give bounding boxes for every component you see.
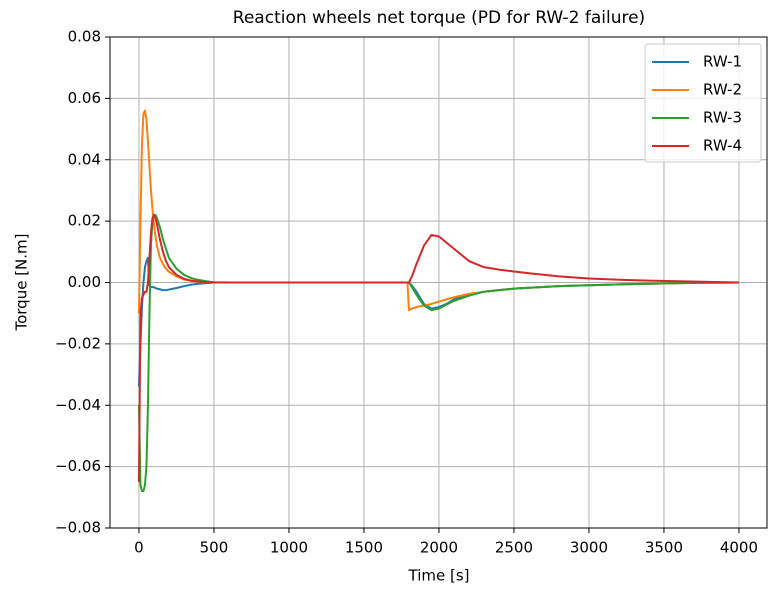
plot-frame [109,36,768,529]
x-tick-label: 2000 [420,539,458,557]
y-tick-label: −0.02 [55,334,101,352]
legend-label: RW-4 [703,137,742,155]
legend-label: RW-3 [703,109,742,127]
legend-label: RW-2 [703,81,742,99]
y-tick-label: 0.00 [68,273,101,291]
x-tick-label: 0 [134,539,144,557]
x-tick-label: 500 [200,539,229,557]
y-tick-label: −0.08 [55,519,101,537]
y-tick-label: 0.08 [68,28,101,46]
legend-label: RW-1 [703,53,742,71]
y-axis-label: Torque [N.m] [13,233,31,331]
x-tick-label: 3000 [570,539,608,557]
y-tick-label: 0.02 [68,212,101,230]
y-tick-label: 0.04 [68,150,101,168]
x-tick-label: 3500 [645,539,683,557]
x-axis-label: Time [s] [408,567,470,585]
y-tick-label: 0.06 [68,89,101,107]
legend-box [644,43,762,163]
x-tick-label: 2500 [495,539,533,557]
y-tick-label: −0.04 [55,396,101,414]
chart-title: Reaction wheels net torque (PD for RW-2 … [233,8,645,28]
x-tick-label: 1500 [345,539,383,557]
x-tick-label: 1000 [270,539,308,557]
y-tick-label: −0.06 [55,457,101,475]
x-tick-label: 4000 [720,539,758,557]
series-line [137,213,739,482]
